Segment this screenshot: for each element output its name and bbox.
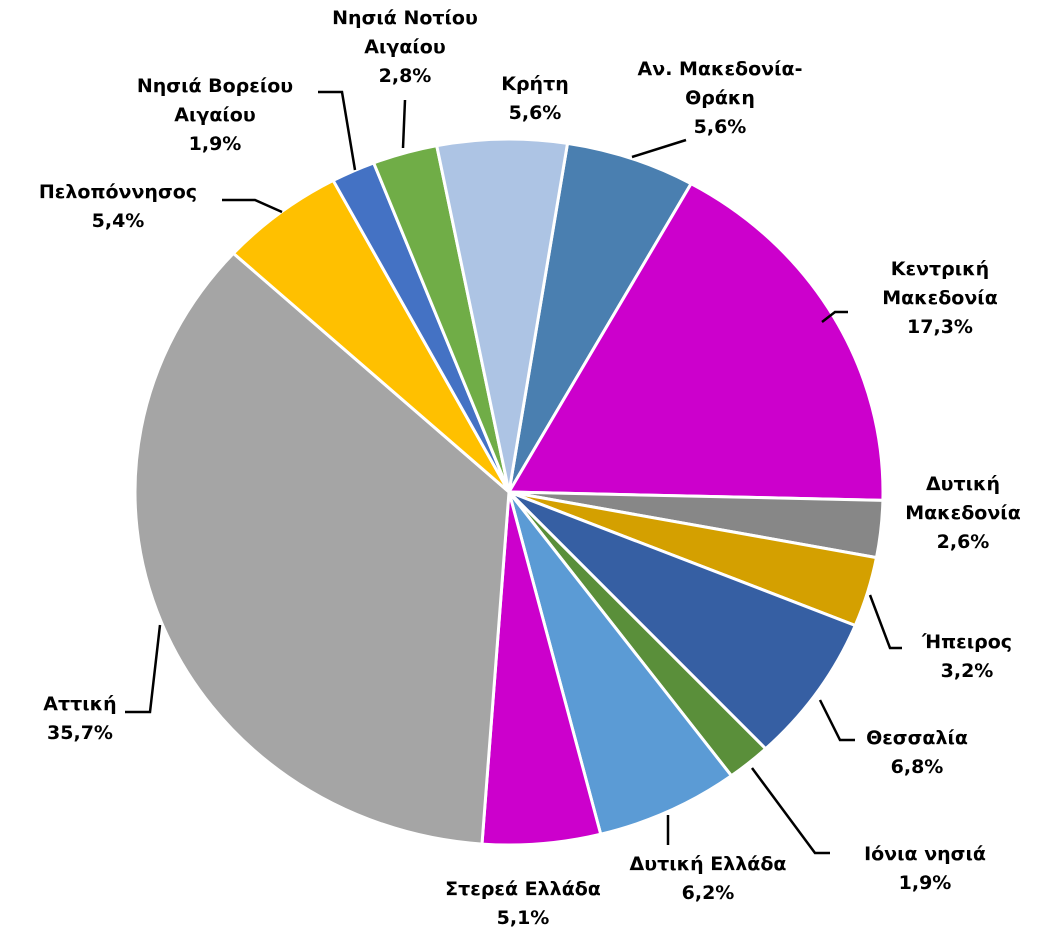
category-label: Ιόνια νησιά xyxy=(864,843,986,865)
value-label: 6,8% xyxy=(890,756,944,778)
pie-slice xyxy=(434,137,570,493)
category-label: Νησιά Νοτίου Αιγαίου xyxy=(332,7,478,58)
leader-line xyxy=(222,198,283,214)
category-label: Κεντρική Μακεδονία xyxy=(882,258,998,309)
value-label: 5,1% xyxy=(496,907,550,929)
data-label: Ήπειρος 3,2% xyxy=(867,628,1051,686)
category-label: Δυτική Μακεδονία xyxy=(905,473,1021,524)
value-label: 35,7% xyxy=(47,722,113,744)
category-label: Ήπειρος xyxy=(921,631,1013,653)
value-label: 2,6% xyxy=(936,531,990,553)
pie-slice xyxy=(507,491,734,837)
leader-line xyxy=(750,767,830,855)
data-label: Πελοπόννησος 5,4% xyxy=(8,178,228,236)
pie-slice xyxy=(506,181,885,502)
category-label: Πελοπόννησος xyxy=(38,181,198,203)
value-label: 3,2% xyxy=(940,660,994,682)
data-label: Ιόνια νησιά 1,9% xyxy=(805,840,1045,898)
value-label: 5,6% xyxy=(508,102,562,124)
category-label: Αττική xyxy=(43,693,117,715)
leader-line xyxy=(318,90,357,171)
leader-line xyxy=(818,699,855,742)
data-label: Δυτική Μακεδονία 2,6% xyxy=(883,470,1043,557)
data-label: Αττική 35,7% xyxy=(5,690,155,748)
value-label: 1,9% xyxy=(188,133,242,155)
data-label: Θεσσαλία 6,8% xyxy=(817,724,1017,782)
data-label: Στερεά Ελλάδα 5,1% xyxy=(393,875,653,933)
value-label: 6,2% xyxy=(681,882,735,904)
value-label: 17,3% xyxy=(907,316,973,338)
leader-line xyxy=(401,99,407,149)
data-label: Δυτική Ελλάδα 6,2% xyxy=(578,850,838,908)
leader-line xyxy=(868,594,902,650)
data-label: Κρήτη 5,6% xyxy=(460,70,610,128)
data-label: Κεντρική Μακεδονία 17,3% xyxy=(855,255,1025,342)
pie-slice xyxy=(507,490,858,751)
value-label: 5,4% xyxy=(91,210,145,232)
category-label: Νησιά Βορείου Αιγαίου xyxy=(136,75,294,126)
value-label: 1,9% xyxy=(898,872,952,894)
category-label: Κρήτη xyxy=(501,73,569,95)
leader-line xyxy=(821,310,848,323)
category-label: Αν. Μακεδονία-Θράκη xyxy=(637,58,803,109)
leader-line xyxy=(125,624,162,714)
pie-slice xyxy=(507,141,694,493)
pie-slice xyxy=(133,251,511,846)
data-label: Νησιά Βορείου Αιγαίου 1,9% xyxy=(120,72,310,159)
category-label: Δυτική Ελλάδα xyxy=(629,853,787,875)
category-label: Θεσσαλία xyxy=(866,727,968,749)
leader-line xyxy=(631,138,687,159)
data-label: Αν. Μακεδονία-Θράκη 5,6% xyxy=(615,55,825,142)
value-label: 5,6% xyxy=(693,116,747,138)
category-label: Στερεά Ελλάδα xyxy=(445,878,601,900)
value-label: 2,8% xyxy=(378,65,432,87)
data-label: Νησιά Νοτίου Αιγαίου 2,8% xyxy=(310,4,500,91)
